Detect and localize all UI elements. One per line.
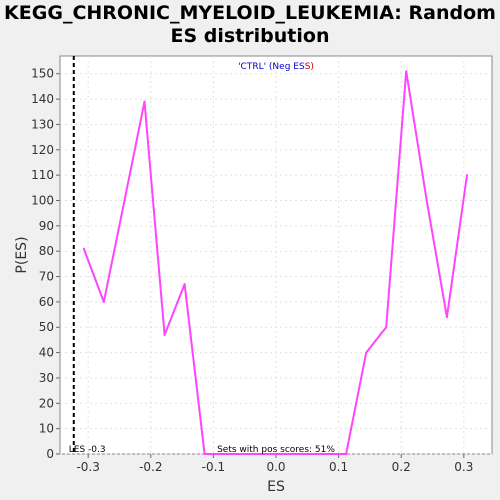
y-tick-label: 40: [39, 346, 54, 360]
data-point: [465, 174, 468, 177]
y-tick-label: 90: [39, 219, 54, 233]
data-point: [123, 199, 126, 202]
y-tick-label: 140: [31, 92, 54, 106]
data-point: [445, 316, 448, 319]
legend-text: 'CTRL' (Neg ESS): [238, 62, 314, 72]
x-tick-label: 0.3: [454, 460, 473, 474]
data-point: [203, 453, 206, 455]
x-tick-label: 0.0: [266, 460, 285, 474]
legend-prefix: 'CTRL' (Neg ES: [238, 62, 305, 72]
plot-area: [59, 55, 493, 455]
observed-es-label: LES -0.3: [69, 445, 106, 455]
y-tick-label: 80: [39, 244, 54, 258]
data-point: [264, 453, 267, 455]
y-tick-label: 130: [31, 117, 54, 131]
x-tick-label: -0.2: [139, 460, 162, 474]
data-point: [183, 283, 186, 286]
chart-title-line1: KEGG_CHRONIC_MYELOID_LEUKEMIA: Random: [4, 2, 496, 24]
axis-ticks: 0 10 20 30 40 50 60 70 80 90 100 110 120 130 140 150 -0.…: [31, 67, 473, 474]
x-tick-label: -0.3: [76, 460, 99, 474]
footer-text: Sets with pos scores: 51%: [217, 445, 335, 455]
y-tick-label: 10: [39, 422, 54, 436]
data-point: [143, 100, 146, 103]
data-point: [163, 333, 166, 336]
legend-suffix: S): [305, 62, 314, 72]
data-point: [345, 453, 348, 455]
y-tick-label: 50: [39, 320, 54, 334]
x-axis-label: ES: [267, 479, 285, 495]
data-point: [304, 453, 307, 455]
y-tick-label: 20: [39, 396, 54, 410]
data-point: [102, 300, 105, 303]
chart-title: KEGG_CHRONIC_MYELOID_LEUKEMIA: Random ES…: [0, 2, 500, 48]
data-point: [385, 326, 388, 329]
data-point: [324, 453, 327, 455]
x-tick-label: 0.2: [392, 460, 411, 474]
data-point: [82, 247, 85, 250]
y-tick-label: 70: [39, 270, 54, 284]
data-point: [405, 70, 408, 73]
chart-title-line2: ES distribution: [170, 25, 330, 47]
data-point: [244, 453, 247, 455]
data-point: [284, 453, 287, 455]
y-tick-label: 100: [31, 193, 54, 207]
y-tick-label: 110: [31, 168, 54, 182]
y-tick-label: 120: [31, 143, 54, 157]
data-point: [425, 196, 428, 199]
observed-es-marker: LES -0.3: [69, 56, 106, 455]
data-point: [224, 453, 227, 455]
y-tick-label: 30: [39, 371, 54, 385]
y-tick-label: 150: [31, 67, 54, 81]
x-tick-label: 0.1: [329, 460, 348, 474]
series-line: [82, 70, 468, 455]
x-tick-label: -0.1: [202, 460, 225, 474]
series-lines: [82, 70, 468, 455]
y-tick-label: 0: [46, 447, 54, 461]
y-tick-label: 60: [39, 295, 54, 309]
y-axis-label: P(ES): [14, 236, 30, 273]
data-point: [365, 351, 368, 354]
